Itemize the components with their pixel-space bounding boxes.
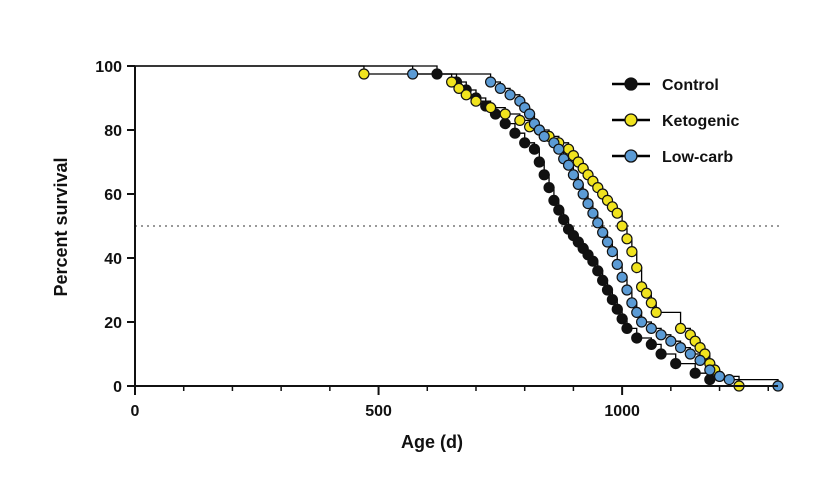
data-point (621, 233, 633, 245)
data-point (611, 303, 623, 315)
data-point (631, 306, 643, 318)
data-point (453, 82, 465, 95)
legend-marker (624, 149, 638, 163)
data-point (665, 335, 677, 347)
data-point (538, 130, 550, 142)
data-point (597, 226, 609, 238)
data-point (645, 322, 657, 334)
legend: Control Ketogenic Low-carb (612, 77, 739, 166)
x-tick-label: 500 (365, 403, 392, 420)
data-point (567, 169, 580, 181)
legend-entry-low-carb: Low-carb (612, 149, 733, 166)
data-point (684, 348, 696, 360)
y-tick-label: 60 (104, 187, 122, 204)
data-point (523, 108, 536, 120)
data-point (528, 143, 541, 155)
data-point (499, 108, 511, 120)
data-point (484, 101, 497, 114)
data-point (655, 348, 667, 360)
data-point (674, 322, 687, 334)
x-tick-label: 1000 (604, 403, 640, 420)
data-point (519, 137, 531, 149)
data-point (601, 236, 614, 248)
legend-marker (624, 113, 638, 127)
data-point (543, 182, 555, 194)
data-point (431, 68, 443, 80)
data-point (597, 274, 609, 286)
data-point (723, 374, 735, 386)
data-point (592, 217, 604, 229)
data-point (582, 198, 594, 210)
data-point (494, 82, 506, 95)
data-point (645, 338, 657, 350)
data-point (626, 297, 638, 309)
legend-entry-ketogenic: Ketogenic (612, 113, 739, 130)
data-point (533, 156, 545, 168)
data-point (499, 117, 511, 130)
data-point (577, 188, 589, 200)
legend-label: Low-carb (662, 149, 733, 166)
data-point (616, 271, 628, 283)
x-axis-title: Age (d) (401, 432, 463, 452)
data-point (587, 207, 599, 219)
legend-marker (624, 77, 638, 91)
legend-entry-control: Control (612, 77, 719, 94)
y-axis-title: Percent survival (51, 157, 71, 296)
data-point (587, 255, 599, 267)
data-point (645, 297, 657, 309)
data-point (562, 159, 575, 171)
data-point (446, 76, 458, 88)
data-point (509, 127, 521, 139)
data-point (616, 220, 628, 232)
legend-label: Control (662, 77, 719, 94)
data-point (704, 374, 716, 386)
data-point (640, 287, 653, 299)
data-point (631, 262, 643, 274)
data-point (514, 114, 526, 127)
data-point (358, 68, 370, 80)
data-point (631, 332, 643, 344)
legend-label: Ketogenic (662, 113, 739, 130)
data-point (694, 354, 706, 366)
y-tick-label: 40 (104, 251, 122, 268)
data-point (621, 284, 633, 296)
y-tick-label: 20 (104, 315, 122, 332)
data-point (592, 265, 604, 277)
data-point (504, 89, 516, 101)
data-point (407, 68, 419, 80)
data-point (606, 294, 618, 306)
data-point (606, 246, 618, 258)
markers-low-carb (407, 68, 784, 392)
data-point (572, 178, 584, 190)
data-point (655, 329, 667, 341)
data-point (548, 194, 560, 206)
data-point (636, 316, 648, 328)
data-point (650, 306, 662, 318)
data-point (558, 214, 570, 226)
data-point (601, 284, 614, 296)
series-layer (135, 65, 784, 392)
data-point (616, 313, 628, 325)
y-tick-label: 0 (113, 379, 122, 396)
data-point (674, 342, 687, 354)
data-point (626, 246, 638, 258)
y-tick-label: 80 (104, 123, 122, 140)
data-point (611, 258, 623, 270)
data-point (484, 76, 497, 88)
data-point (704, 364, 716, 376)
data-point (713, 370, 726, 382)
data-point (553, 143, 565, 155)
data-point (611, 207, 623, 219)
y-tick-label: 100 (95, 59, 122, 76)
data-point (553, 204, 565, 216)
data-point (538, 169, 550, 181)
x-tick-label: 0 (131, 403, 140, 420)
data-point (689, 367, 701, 379)
data-point (470, 95, 482, 107)
data-point (460, 89, 472, 101)
data-point (621, 322, 633, 334)
data-point (670, 358, 682, 370)
